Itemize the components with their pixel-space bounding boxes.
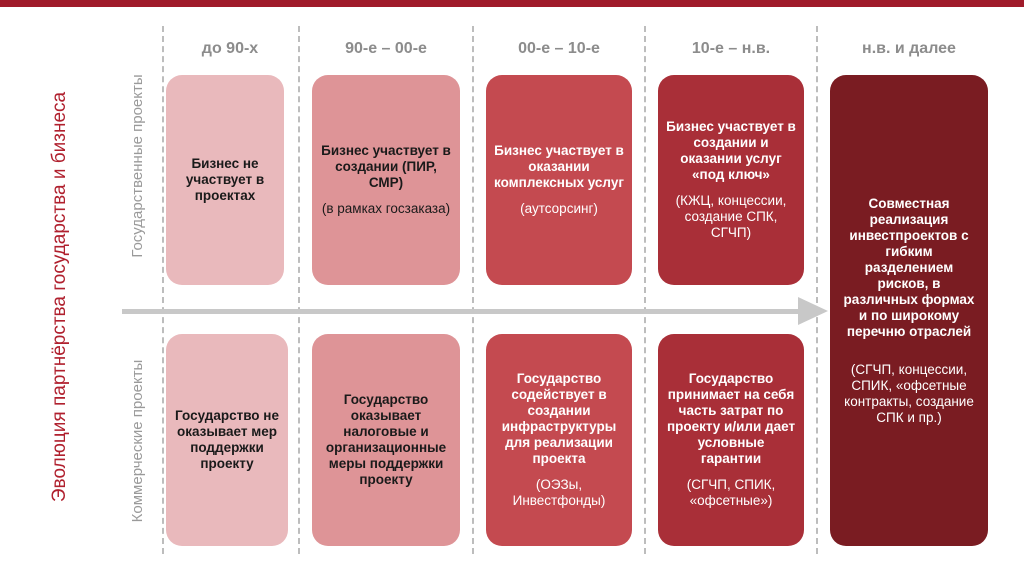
- timeline-arrow-head: [798, 297, 828, 325]
- state-stage-4: Бизнес участвует в создании и оказании у…: [658, 75, 804, 285]
- commercial-stage-1: Государство не оказывает мер поддержки п…: [166, 334, 288, 546]
- timeline-arrow: [122, 309, 802, 314]
- column-divider: [472, 26, 474, 554]
- column-divider: [816, 26, 818, 554]
- commercial-stage-2: Государство оказывает налоговые и органи…: [312, 334, 460, 546]
- column-divider: [162, 26, 164, 554]
- state-stage-1: Бизнес не участвует в проектах: [166, 75, 284, 285]
- stage-note: (КЖЦ, концессии, создание СПК, СГЧП): [675, 193, 787, 240]
- stage-note: (СГЧП, СПИК, «офсетные»): [686, 477, 776, 508]
- period-header-2: 90-е – 00-е: [345, 40, 427, 57]
- period-header-5: н.в. и далее: [862, 40, 956, 57]
- stage-main-text: Бизнес участвует в создании (ПИР, СМР): [321, 143, 451, 190]
- future-stage: Совместная реализация инвестпроектов с г…: [830, 75, 988, 546]
- stage-main-text: Государство содействует в создании инфра…: [501, 371, 617, 466]
- commercial-stage-3: Государство содействует в создании инфра…: [486, 334, 632, 546]
- stage-main-text: Совместная реализация инвестпроектов с г…: [843, 195, 975, 339]
- row-label-state-projects: Государственные проекты: [129, 74, 146, 258]
- row-label-commercial-projects: Коммерческие проекты: [129, 359, 146, 523]
- period-header-4: 10-е – н.в.: [691, 40, 771, 57]
- column-divider: [644, 26, 646, 554]
- stage-main-text: Бизнес участвует в создании и оказании у…: [666, 119, 796, 182]
- period-header-3: 00-е – 10-е: [518, 40, 600, 57]
- diagram-title: Эволюция партнёрства государства и бизне…: [49, 91, 70, 503]
- stage-main-text: Бизнес участвует в оказании комплексных …: [494, 143, 624, 190]
- stage-main-text: Государство принимает на себя часть затр…: [666, 371, 796, 466]
- stage-note: (аутсорсинг): [520, 201, 598, 216]
- period-header-1: до 90-х: [201, 40, 259, 57]
- stage-main-text: Государство оказывает налоговые и органи…: [325, 392, 447, 487]
- state-stage-3: Бизнес участвует в оказании комплексных …: [486, 75, 632, 285]
- stage-main-text: Бизнес не участвует в проектах: [185, 156, 265, 203]
- commercial-stage-4: Государство принимает на себя часть затр…: [658, 334, 804, 546]
- stage-note: (в рамках госзаказа): [321, 201, 451, 216]
- stage-note: (ОЭЗы, Инвестфонды): [512, 477, 606, 508]
- top-accent-bar: [0, 0, 1024, 7]
- column-divider: [298, 26, 300, 554]
- stage-main-text: Государство не оказывает мер поддержки п…: [175, 408, 279, 471]
- stage-note: (СГЧП, концессии, СПИК, «офсетные контра…: [844, 361, 974, 425]
- state-stage-2: Бизнес участвует в создании (ПИР, СМР) (…: [312, 75, 460, 285]
